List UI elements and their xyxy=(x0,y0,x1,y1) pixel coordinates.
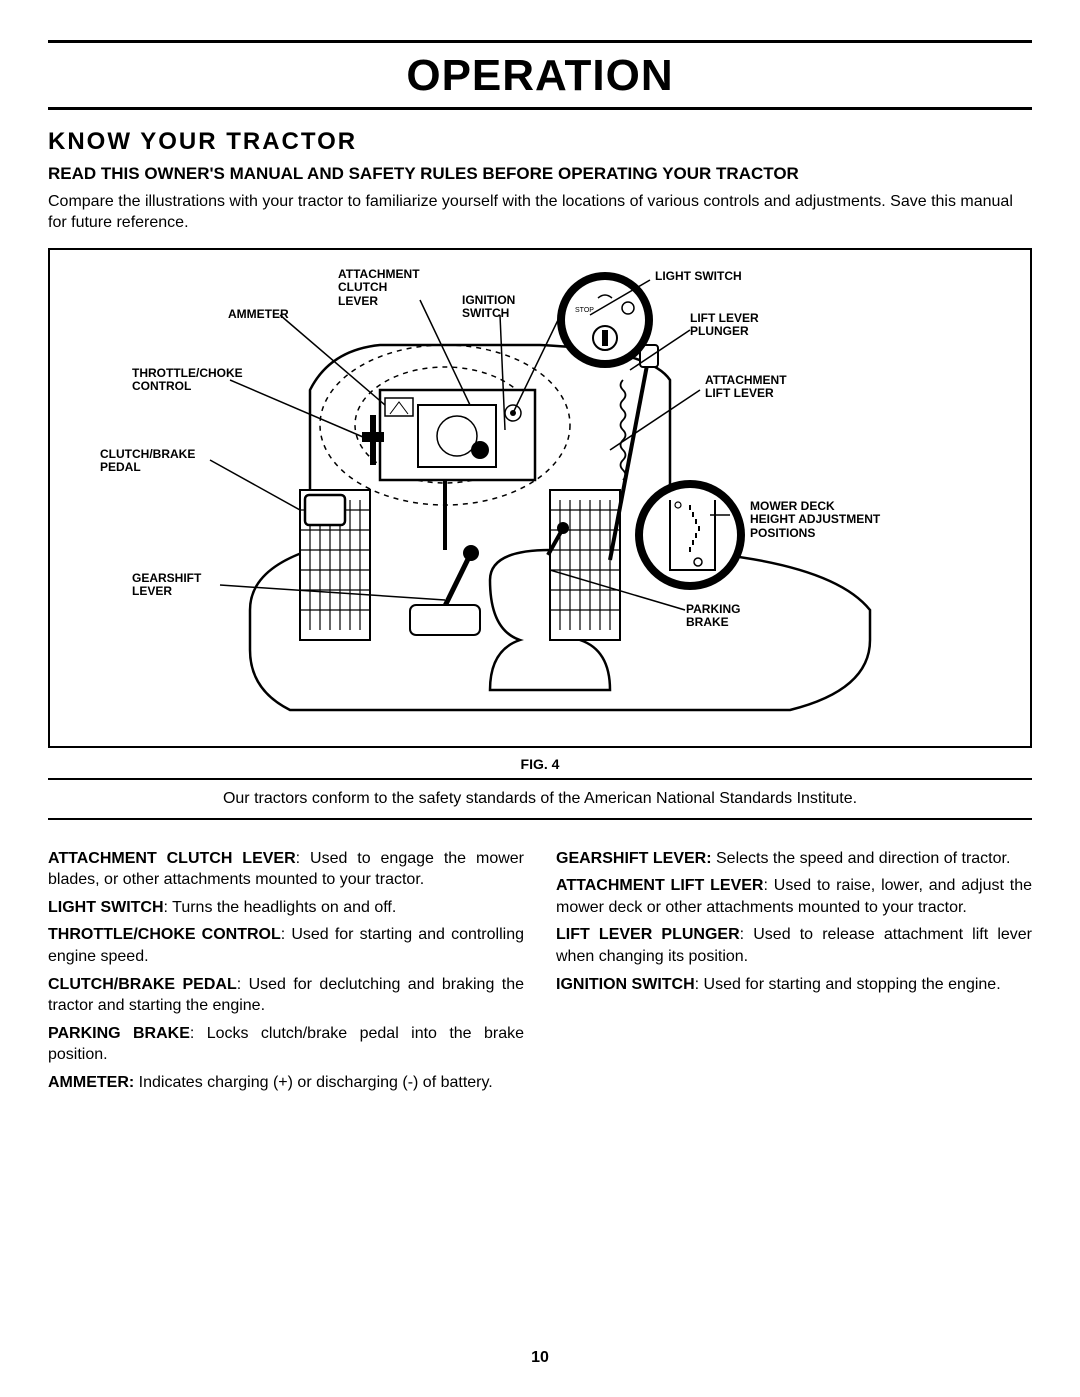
definitions-right-col: GEARSHIFT LEVER: Selects the speed and d… xyxy=(556,848,1032,1100)
label-lift-lever-plunger: LIFT LEVER PLUNGER xyxy=(690,312,759,340)
page-title: OPERATION xyxy=(48,51,1032,101)
definition-item: PARKING BRAKE: Locks clutch/brake pedal … xyxy=(48,1023,524,1066)
definitions-columns: ATTACHMENT CLUTCH LEVER: Used to engage … xyxy=(48,848,1032,1100)
definition-term: PARKING BRAKE xyxy=(48,1025,190,1042)
sub-title: READ THIS OWNER'S MANUAL AND SAFETY RULE… xyxy=(48,164,1032,184)
section-title: KNOW YOUR TRACTOR xyxy=(48,128,1032,156)
label-throttle-choke: THROTTLE/CHOKE CONTROL xyxy=(132,367,243,395)
intro-text: Compare the illustrations with your trac… xyxy=(48,192,1032,234)
tractor-diagram: STOP ATTACHMENT CLUTCH LEVER IGNITION SW… xyxy=(48,248,1032,748)
definition-term: CLUTCH/BRAKE PEDAL xyxy=(48,976,237,993)
safety-note-text: Our tractors conform to the safety stand… xyxy=(223,790,857,807)
label-gearshift: GEARSHIFT LEVER xyxy=(132,572,201,600)
label-attachment-lift-lever: ATTACHMENT LIFT LEVER xyxy=(705,374,787,402)
label-ammeter: AMMETER xyxy=(228,308,289,322)
svg-text:STOP: STOP xyxy=(575,307,594,314)
safety-note-band: Our tractors conform to the safety stand… xyxy=(48,778,1032,820)
label-parking-brake: PARKING BRAKE xyxy=(686,603,740,631)
definition-item: THROTTLE/CHOKE CONTROL: Used for startin… xyxy=(48,924,524,967)
definition-term: LIGHT SWITCH xyxy=(48,899,164,916)
label-mower-deck: MOWER DECK HEIGHT ADJUSTMENT POSITIONS xyxy=(750,500,880,541)
under-rule xyxy=(48,107,1032,110)
label-attachment-clutch-lever: ATTACHMENT CLUTCH LEVER xyxy=(338,268,420,309)
label-ignition-switch: IGNITION SWITCH xyxy=(462,294,515,322)
definition-item: ATTACHMENT LIFT LEVER: Used to raise, lo… xyxy=(556,875,1032,918)
definition-term: GEARSHIFT LEVER: xyxy=(556,850,712,867)
definition-item: LIGHT SWITCH: Turns the headlights on an… xyxy=(48,897,524,919)
top-rule xyxy=(48,40,1032,43)
definition-item: AMMETER: Indicates charging (+) or disch… xyxy=(48,1072,524,1094)
definition-term: ATTACHMENT LIFT LEVER xyxy=(556,877,764,894)
page-number: 10 xyxy=(0,1349,1080,1367)
definition-term: AMMETER: xyxy=(48,1074,134,1091)
definition-item: IGNITION SWITCH: Used for starting and s… xyxy=(556,974,1032,996)
definitions-left-col: ATTACHMENT CLUTCH LEVER: Used to engage … xyxy=(48,848,524,1100)
label-light-switch: LIGHT SWITCH xyxy=(655,270,742,284)
definition-term: THROTTLE/CHOKE CONTROL xyxy=(48,926,281,943)
definition-item: ATTACHMENT CLUTCH LEVER: Used to engage … xyxy=(48,848,524,891)
figure-caption: FIG. 4 xyxy=(48,756,1032,772)
definition-item: CLUTCH/BRAKE PEDAL: Used for declutching… xyxy=(48,974,524,1017)
definition-term: ATTACHMENT CLUTCH LEVER xyxy=(48,850,296,867)
definition-item: GEARSHIFT LEVER: Selects the speed and d… xyxy=(556,848,1032,870)
definition-item: LIFT LEVER PLUNGER: Used to release atta… xyxy=(556,924,1032,967)
definition-term: IGNITION SWITCH xyxy=(556,976,695,993)
diagram-svg: STOP xyxy=(50,250,1030,746)
definition-term: LIFT LEVER PLUNGER xyxy=(556,926,740,943)
label-clutch-brake: CLUTCH/BRAKE PEDAL xyxy=(100,448,195,476)
